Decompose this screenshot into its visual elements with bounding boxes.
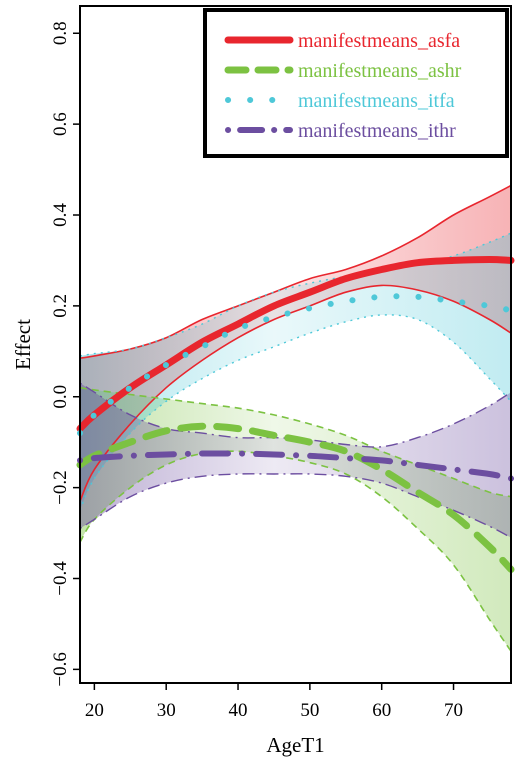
legend: manifestmeans_asfa manifestmeans_ashrmani… [203,8,509,158]
plot-frame [79,5,512,684]
manifestmeans-ashr-upper-bound [79,386,512,498]
manifestmeans-ithr-lower-bound [79,473,512,539]
manifestmeans-itfa-upper-bound [79,232,512,357]
y-tick-label: −0.2 [50,470,71,504]
x-tick-label: 60 [372,700,391,721]
manifestmeans-itfa-band [80,233,511,511]
x-tick-label: 40 [229,700,248,721]
y-tick-label: 0.8 [50,21,71,45]
x-tick-label: 30 [157,700,176,721]
y-tick-label: 0.0 [50,385,71,409]
x-tick-label: 70 [444,700,463,721]
y-axis-title: Effect [11,319,35,370]
x-tick-label: 20 [85,700,104,721]
series-lines [76,256,515,573]
x-tick-label: 50 [300,700,319,721]
manifestmeans-asfa-lower-bound [79,284,512,502]
legend-label: manifestmeans_ithr [298,120,456,142]
manifestmeans-ithr-line [77,450,514,482]
manifestmeans-ithr-band [80,383,511,538]
legend-label: manifestmeans_itfa [298,90,455,112]
manifestmeans-ashr-line [76,422,515,573]
y-tick-label: −0.6 [50,652,71,686]
manifestmeans-asfa-line [76,256,515,433]
y-tick-label: 0.4 [50,203,71,227]
manifestmeans-asfa-upper-bound [79,184,512,359]
legend-label: manifestmeans_asfa [298,30,460,52]
y-tick-label: 0.2 [50,294,71,318]
x-axis-title: AgeT1 [266,733,324,757]
y-tick-label: 0.6 [50,112,71,136]
axes: 20 30 40 50 60 70 −0.6 −0.4 −0.2 0.0 0.2 0.4 0.6 0.8 [50,21,463,721]
manifestmeans-itfa-lower-bound [79,314,512,511]
y-tick-label: −0.4 [50,561,71,596]
legend-label: manifestmeans_ashr [298,60,462,82]
